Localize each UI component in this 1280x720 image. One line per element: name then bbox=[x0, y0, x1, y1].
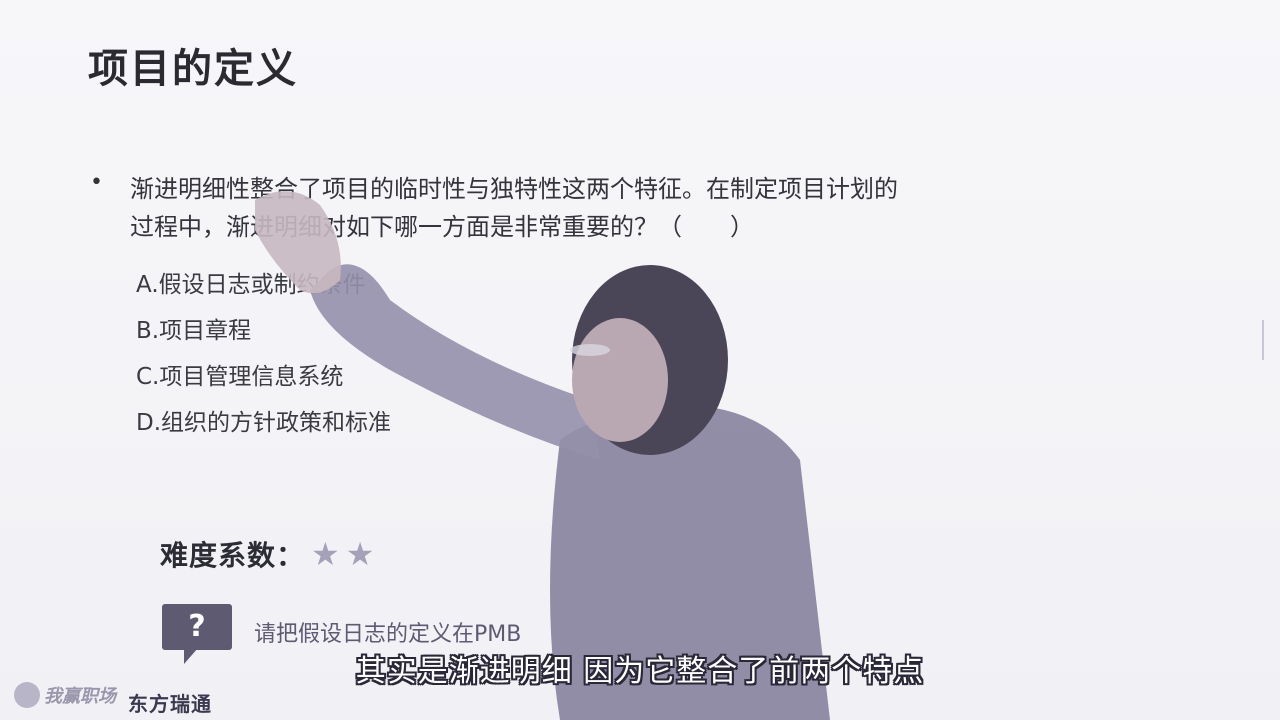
bullet-marker: • bbox=[90, 170, 103, 195]
brand-text-left: 我赢职场 bbox=[44, 686, 116, 707]
slide-title: 项目的定义 bbox=[88, 46, 298, 92]
video-subtitle: 其实是渐进明细 因为它整合了前两个特点 bbox=[355, 654, 925, 689]
brand-logo-right: 东方瑞通 bbox=[128, 692, 212, 716]
difficulty-stars: ★ ★ bbox=[311, 535, 380, 573]
star-icon: ★ bbox=[345, 535, 375, 573]
option-d: D.组织的方针政策和标准 bbox=[136, 410, 392, 436]
difficulty-rating: 难度系数： ★ ★ bbox=[160, 534, 380, 574]
side-divider bbox=[1262, 320, 1280, 360]
option-b: B.项目章程 bbox=[136, 318, 252, 344]
question-mark-glyph: ? bbox=[188, 609, 206, 644]
brand-mark-icon bbox=[14, 682, 40, 708]
star-icon: ★ bbox=[311, 535, 340, 573]
option-c: C.项目管理信息系统 bbox=[136, 364, 344, 390]
brand-logo-left: 我赢职场 bbox=[14, 682, 116, 708]
hint-text: 请把假设日志的定义在PMB bbox=[254, 622, 522, 647]
question-text: 渐进明细性整合了项目的临时性与独特性这两个特征。在制定项目计划的过程中，渐进明细… bbox=[130, 175, 898, 241]
difficulty-label: 难度系数： bbox=[160, 539, 306, 572]
hint-block: ? 请把假设日志的定义在PMB bbox=[162, 604, 521, 668]
question-mark-icon: ? bbox=[162, 604, 232, 668]
